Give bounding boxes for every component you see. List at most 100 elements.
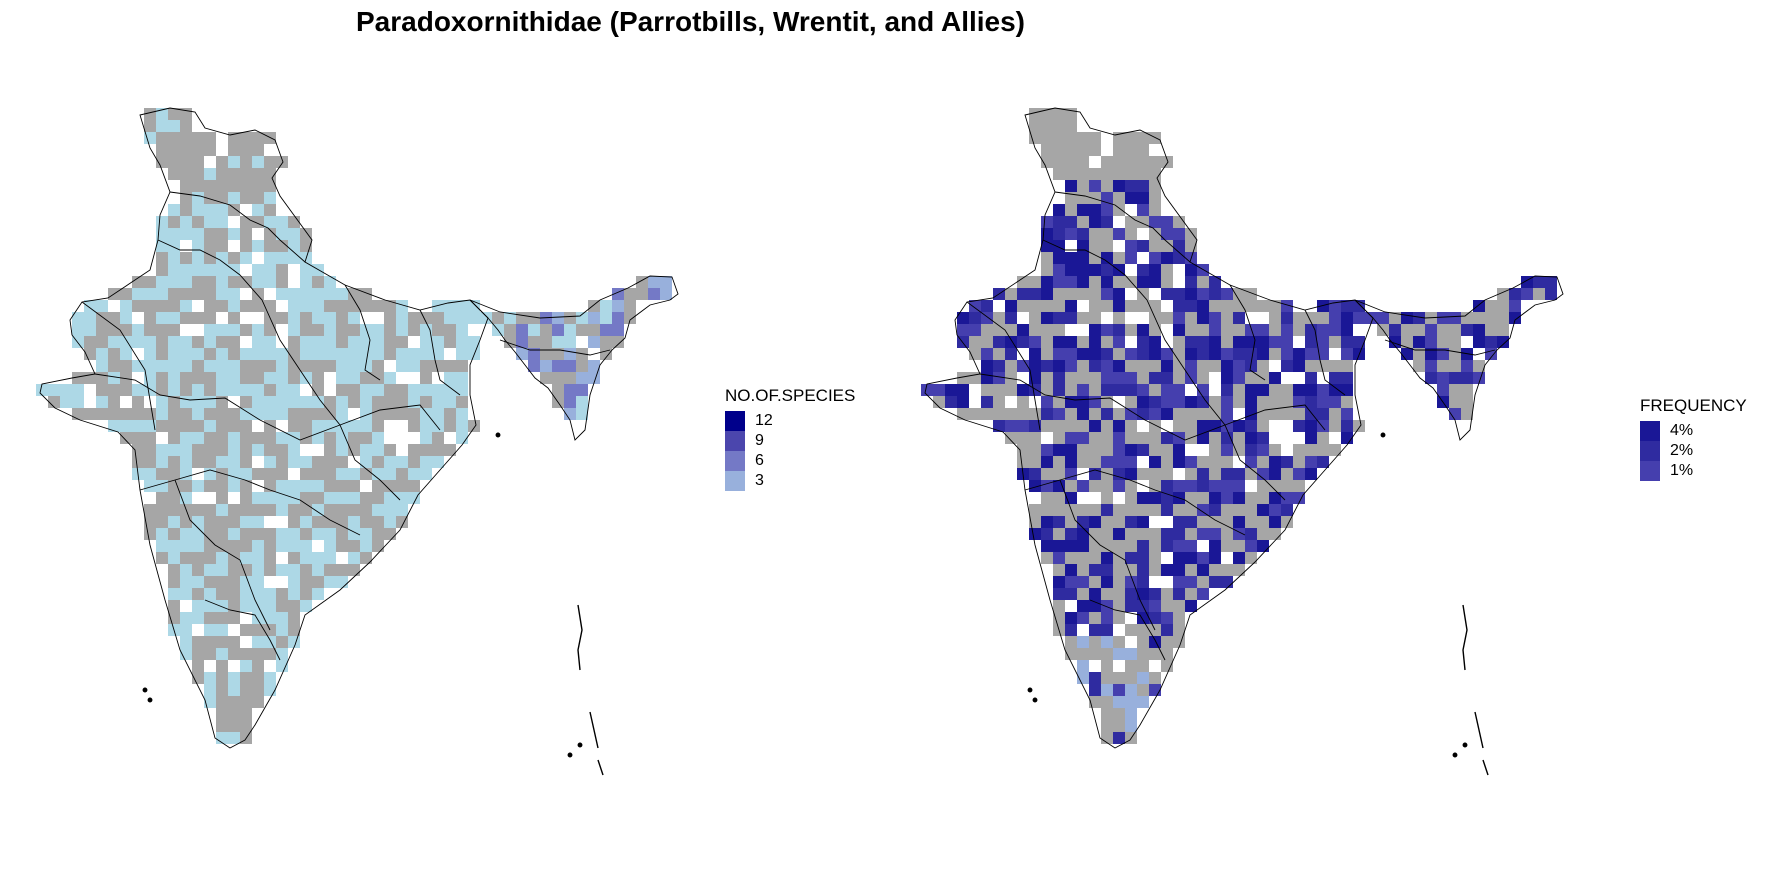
grid-cell	[1413, 348, 1425, 360]
grid-cell	[1125, 156, 1137, 168]
grid-cell	[1101, 492, 1113, 504]
grid-cell	[312, 552, 324, 564]
grid-cell	[168, 540, 180, 552]
grid-cell	[1353, 420, 1365, 432]
grid-cell	[240, 348, 252, 360]
grid-cell	[1101, 564, 1113, 576]
grid-cell	[384, 528, 396, 540]
grid-cell	[1425, 372, 1437, 384]
grid-cell	[1341, 432, 1353, 444]
grid-cell	[252, 540, 264, 552]
grid-cell	[300, 516, 312, 528]
grid-cell	[96, 324, 108, 336]
grid-cell	[264, 300, 276, 312]
grid-cell	[252, 528, 264, 540]
grid-cell	[252, 636, 264, 648]
grid-cell	[168, 144, 180, 156]
grid-cell	[324, 480, 336, 492]
grid-cell	[264, 432, 276, 444]
grid-cell	[348, 300, 360, 312]
grid-cell	[228, 636, 240, 648]
grid-cell	[1281, 516, 1293, 528]
grid-cell	[132, 420, 144, 432]
grid-cell	[1089, 564, 1101, 576]
grid-cell	[1101, 612, 1113, 624]
grid-cell	[1449, 396, 1461, 408]
grid-cell	[1161, 612, 1173, 624]
grid-cell	[1065, 336, 1077, 348]
grid-cell	[1173, 216, 1185, 228]
state-boundary	[1229, 284, 1266, 381]
grid-cell	[288, 564, 300, 576]
grid-cell	[1053, 288, 1065, 300]
grid-cell	[144, 300, 156, 312]
grid-cell	[360, 324, 372, 336]
grid-cell	[1029, 384, 1041, 396]
grid-cell	[1161, 528, 1173, 540]
grid-cell	[216, 516, 228, 528]
grid-cell	[993, 336, 1005, 348]
grid-cell	[993, 360, 1005, 372]
grid-cell	[204, 216, 216, 228]
grid-cell	[324, 552, 336, 564]
grid-cell	[1029, 528, 1041, 540]
grid-cell	[132, 432, 144, 444]
grid-cell	[1185, 564, 1197, 576]
grid-cell	[384, 516, 396, 528]
grid-cell	[1173, 300, 1185, 312]
grid-cell	[240, 252, 252, 264]
grid-cell	[1017, 288, 1029, 300]
grid-cell	[1125, 516, 1137, 528]
grid-cell	[1005, 300, 1017, 312]
grid-cell	[420, 456, 432, 468]
grid-cell	[1041, 288, 1053, 300]
grid-cell	[1257, 336, 1269, 348]
grid-cell	[132, 288, 144, 300]
grid-cell	[312, 456, 324, 468]
grid-cell	[228, 252, 240, 264]
grid-cell	[204, 528, 216, 540]
grid-cell	[1065, 588, 1077, 600]
grid-cell	[552, 336, 564, 348]
grid-cell	[252, 552, 264, 564]
grid-cell	[1101, 468, 1113, 480]
grid-cell	[192, 408, 204, 420]
grid-cell	[1197, 528, 1209, 540]
grid-cell	[336, 348, 348, 360]
grid-cell	[564, 360, 576, 372]
grid-cell	[300, 420, 312, 432]
grid-cell	[1221, 432, 1233, 444]
grid-cell	[1125, 372, 1137, 384]
grid-cell	[108, 396, 120, 408]
legend-label: 6	[755, 452, 764, 469]
grid-cell	[252, 492, 264, 504]
grid-cell	[1209, 504, 1221, 516]
grid-cell	[528, 360, 540, 372]
grid-cell	[1197, 360, 1209, 372]
grid-cell	[1041, 384, 1053, 396]
grid-cell	[660, 288, 672, 300]
grid-cell	[1257, 348, 1269, 360]
grid-cell	[300, 492, 312, 504]
country-outline	[1354, 275, 1564, 441]
grid-cell	[612, 324, 624, 336]
grid-cell	[1161, 360, 1173, 372]
grid-cell	[1329, 360, 1341, 372]
grid-cell	[156, 408, 168, 420]
state-boundary	[1184, 369, 1286, 501]
grid-cell	[1149, 648, 1161, 660]
grid-cell	[1041, 276, 1053, 288]
grid-cell	[1125, 144, 1137, 156]
grid-cell	[288, 228, 300, 240]
grid-cell	[372, 408, 384, 420]
grid-cell	[1029, 420, 1041, 432]
grid-cell	[1413, 360, 1425, 372]
grid-cell	[1065, 300, 1077, 312]
grid-cell	[1053, 396, 1065, 408]
grid-cell	[1077, 288, 1089, 300]
grid-cell	[444, 324, 456, 336]
grid-cell	[1029, 444, 1041, 456]
grid-cell	[156, 540, 168, 552]
grid-cell	[228, 312, 240, 324]
grid-cell	[216, 192, 228, 204]
